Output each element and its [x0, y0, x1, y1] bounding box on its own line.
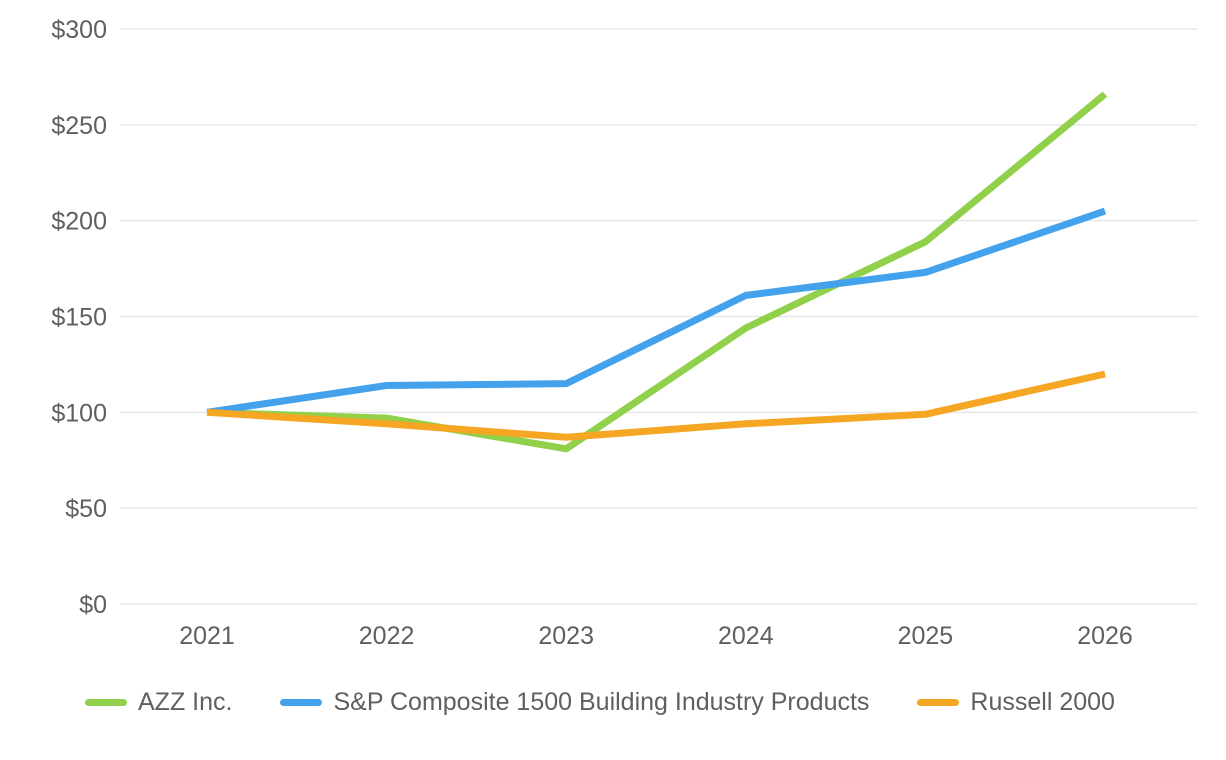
x-tick-label: 2024	[718, 622, 774, 650]
sp1500-line-swatch	[280, 698, 323, 706]
series-line-russell-2000	[206, 370, 1106, 441]
performance-line-chart: $0 $50 $100 $150 $200 $250 $300 2021 2022 2023 202…	[51, 16, 1197, 650]
y-tick-label: $50	[65, 495, 107, 523]
x-tick-label: 2025	[898, 622, 954, 650]
legend-label-russell: Russell 2000	[970, 687, 1115, 716]
legend-item-azz: AZZ Inc.	[85, 688, 232, 717]
y-tick-label: $300	[51, 16, 107, 44]
y-tick-label: $100	[51, 399, 107, 427]
azz-line-swatch	[85, 698, 127, 706]
performance-chart-area: $0 $50 $100 $150 $200 $250 $300 2021 2022 2023 202…	[51, 16, 1197, 650]
series-line-s-p-composite-1500-building-industry-products	[206, 207, 1107, 416]
y-tick-label: $0	[79, 591, 107, 619]
chart-legend: AZZ Inc. S&P Composite 1500 Building Ind…	[85, 684, 1115, 720]
series-line-azz-inc	[206, 91, 1108, 453]
legend-label-azz: AZZ Inc.	[138, 687, 233, 716]
legend-label-sp1500: S&P Composite 1500 Building Industry Pro…	[333, 687, 870, 716]
x-tick-label: 2022	[359, 622, 415, 650]
y-tick-label: $200	[51, 208, 107, 236]
y-tick-label: $150	[51, 304, 107, 332]
russell-line-swatch	[917, 698, 960, 706]
x-tick-label: 2026	[1077, 622, 1133, 650]
y-tick-label: $250	[51, 112, 107, 140]
legend-item-sp1500: S&P Composite 1500 Building Industry Pro…	[280, 688, 869, 717]
legend-item-russell: Russell 2000	[917, 688, 1115, 717]
x-tick-label: 2021	[179, 622, 235, 650]
x-tick-label: 2023	[538, 622, 594, 650]
